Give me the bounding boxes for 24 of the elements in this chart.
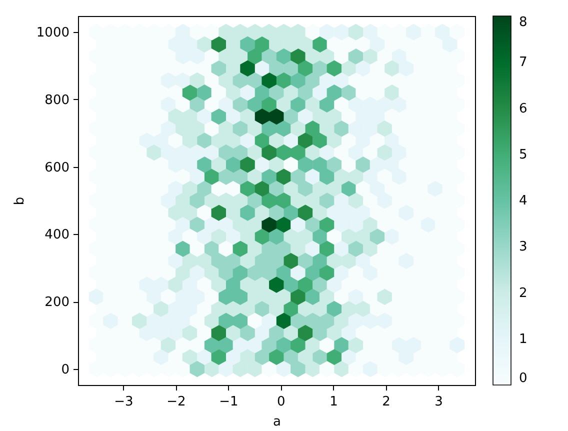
color-bar-label: 0	[519, 371, 528, 386]
x-tick-label: −1	[219, 394, 238, 410]
color-bar-label: 4	[519, 194, 528, 208]
y-tick-label: 0	[61, 362, 70, 378]
color-bar-label: 3	[519, 240, 528, 255]
y-tick-label: 800	[44, 92, 70, 108]
color-bar-label: 8	[519, 15, 528, 30]
y-axis-title: b	[12, 196, 28, 206]
x-tick-label: 2	[382, 394, 390, 410]
y-tick-label: 200	[44, 295, 70, 310]
y-tick-label: 600	[44, 160, 70, 176]
color-bar-label: 5	[519, 147, 528, 162]
color-bar-label: 6	[519, 101, 528, 116]
y-tick-label: 1000	[36, 26, 70, 41]
y-tick-label: 400	[44, 228, 70, 243]
x-tick-label: 0	[277, 394, 286, 410]
x-tick-label: 3	[434, 394, 443, 410]
x-tick-label: −3	[114, 394, 134, 410]
color-bar-label: 7	[519, 55, 528, 70]
x-tick-label: 1	[330, 394, 338, 410]
color-bar-label: 1	[519, 332, 528, 347]
color-bar-label: 2	[519, 286, 528, 301]
x-axis-title: a	[273, 414, 281, 430]
x-tick-label: −2	[166, 394, 186, 410]
